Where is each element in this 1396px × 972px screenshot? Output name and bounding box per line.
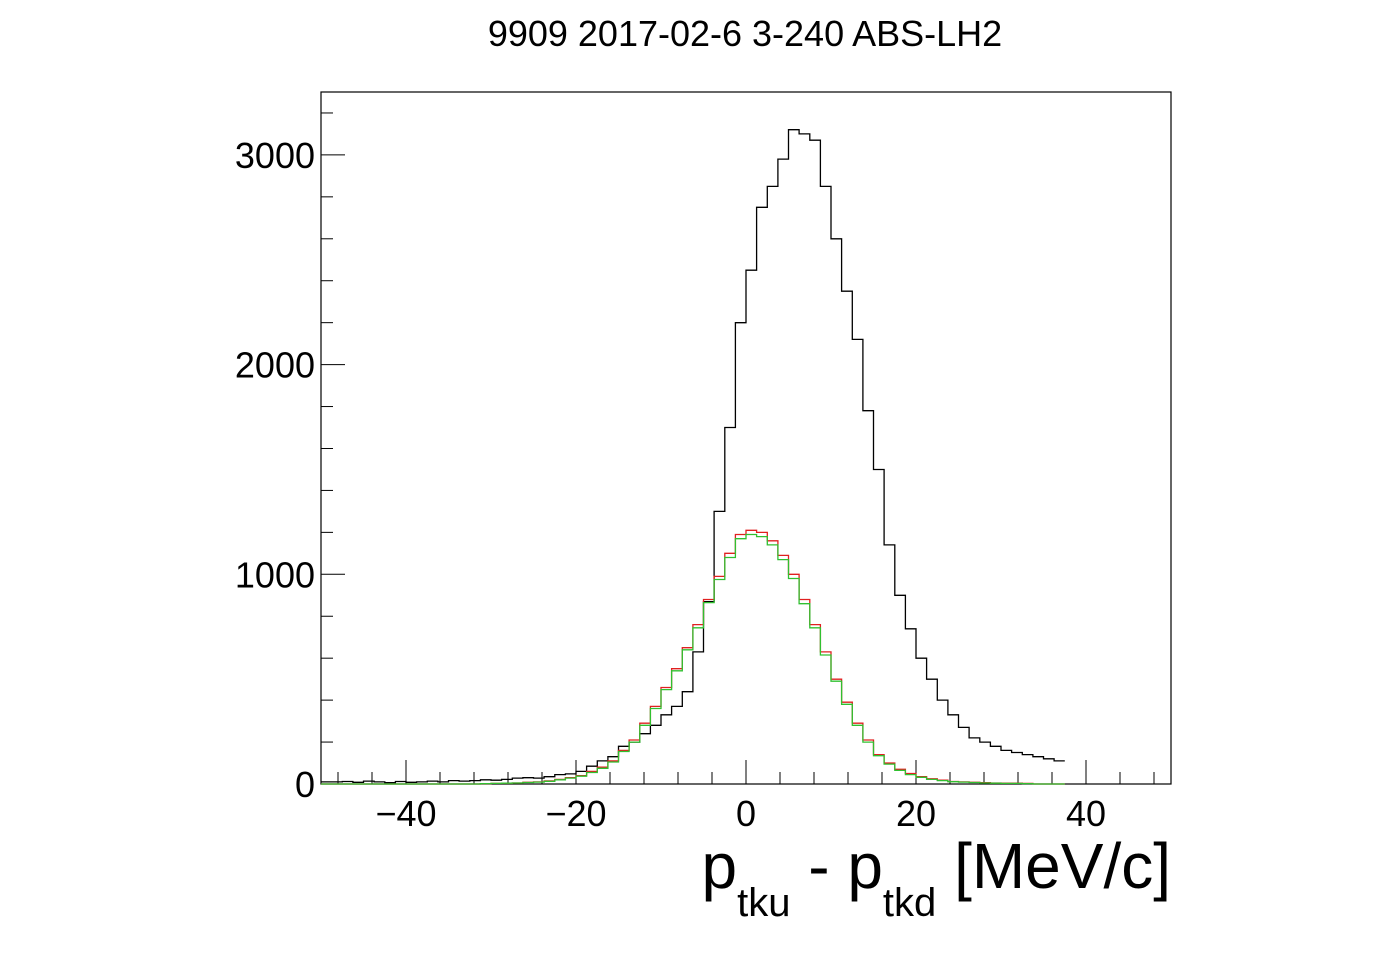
y-tick-label: 0 xyxy=(295,764,315,805)
y-axis: 0 1000 2000 3000 xyxy=(235,112,345,805)
histogram-series-2 xyxy=(321,533,1065,785)
plot-frame xyxy=(320,91,1172,785)
y-tick-label: 1000 xyxy=(235,554,315,595)
series-layer xyxy=(321,129,1065,785)
xlabel-sub2: tkd xyxy=(883,881,936,925)
x-tick-label: 20 xyxy=(896,793,936,834)
x-axis: −40 −20 0 20 40 xyxy=(337,760,1155,834)
xlabel-p1: p xyxy=(702,830,738,902)
histogram-series-0 xyxy=(321,129,1065,784)
chart-title: 9909 2017-02-6 3-240 ABS-LH2 xyxy=(488,13,1002,54)
y-tick-label: 2000 xyxy=(235,345,315,386)
xlabel-sub1: tku xyxy=(737,881,790,925)
xlabel-p2: p xyxy=(847,830,883,902)
xlabel-minus: - xyxy=(790,830,847,902)
x-tick-label: −40 xyxy=(375,793,436,834)
x-tick-label: 40 xyxy=(1066,793,1106,834)
x-tick-label: 0 xyxy=(736,793,756,834)
x-tick-label: −20 xyxy=(545,793,606,834)
x-axis-label: ptku - ptkd [MeV/c] xyxy=(702,830,1172,925)
y-tick-label: 3000 xyxy=(235,135,315,176)
xlabel-unit: [MeV/c] xyxy=(936,830,1171,902)
